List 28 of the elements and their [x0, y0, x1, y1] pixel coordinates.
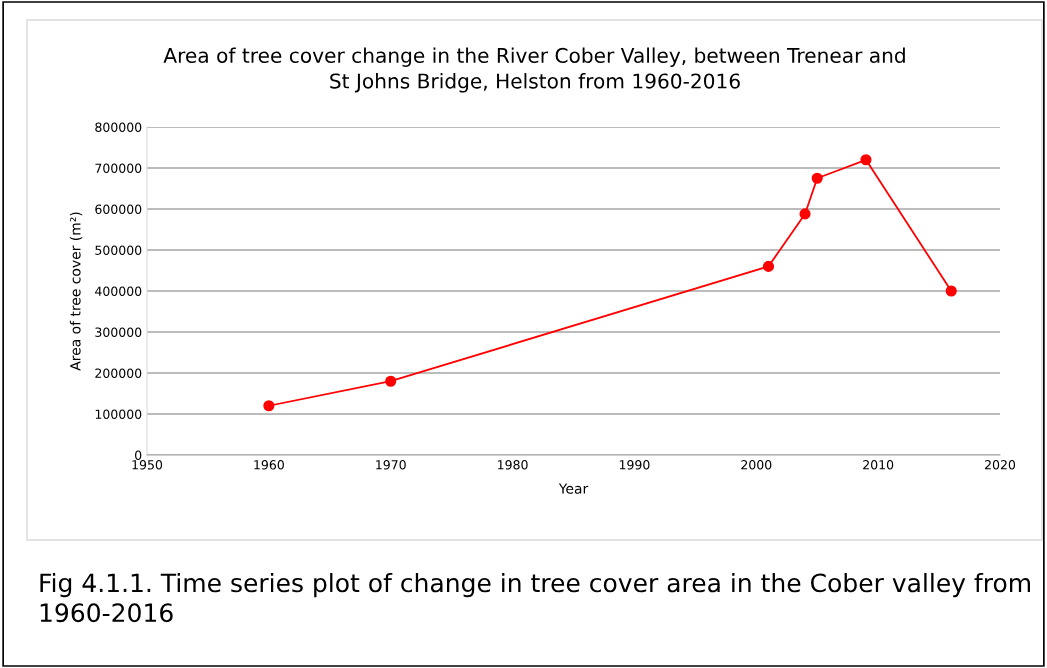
y-tick-label: 500000 [95, 245, 142, 255]
x-tick-label: 2000 [741, 460, 772, 470]
x-tick-label: 1950 [132, 460, 163, 470]
y-tick-label: 0 [135, 450, 142, 460]
y-tick-label: 200000 [95, 368, 142, 378]
chart-title: Area of tree cover change in the River Cober Valley, between Trenear and St Johns Bridge, Helston from 1960-2016 [163, 47, 905, 93]
x-tick-label: 1970 [376, 460, 406, 470]
y-tick-label: 700000 [95, 163, 142, 173]
y-tick-label: 400000 [95, 286, 142, 296]
x-tick-label: 2010 [863, 460, 894, 470]
x-tick-label: 1990 [619, 460, 650, 470]
point [762, 260, 775, 272]
x-tick-label: 1980 [498, 460, 528, 470]
y-tick-label: 300000 [95, 327, 142, 337]
point [811, 172, 823, 184]
point [945, 285, 957, 297]
y-axis-title: Area of tree cover (m²) [69, 212, 83, 371]
point [263, 400, 275, 412]
point [799, 208, 811, 220]
x-axis-title: Year [558, 483, 589, 494]
y-tick-label: 800000 [95, 122, 142, 132]
caption: Fig 4.1.1. Time series plot of change in tree cover area in the Cober valley from 1960-2016 [40, 572, 1030, 623]
point [385, 375, 397, 387]
x-tick-label: 2020 [985, 460, 1016, 470]
y-tick-label: 100000 [95, 409, 142, 419]
y-tick-label: 600000 [95, 204, 142, 214]
x-tick-label: 1960 [254, 460, 284, 470]
point [860, 154, 872, 166]
